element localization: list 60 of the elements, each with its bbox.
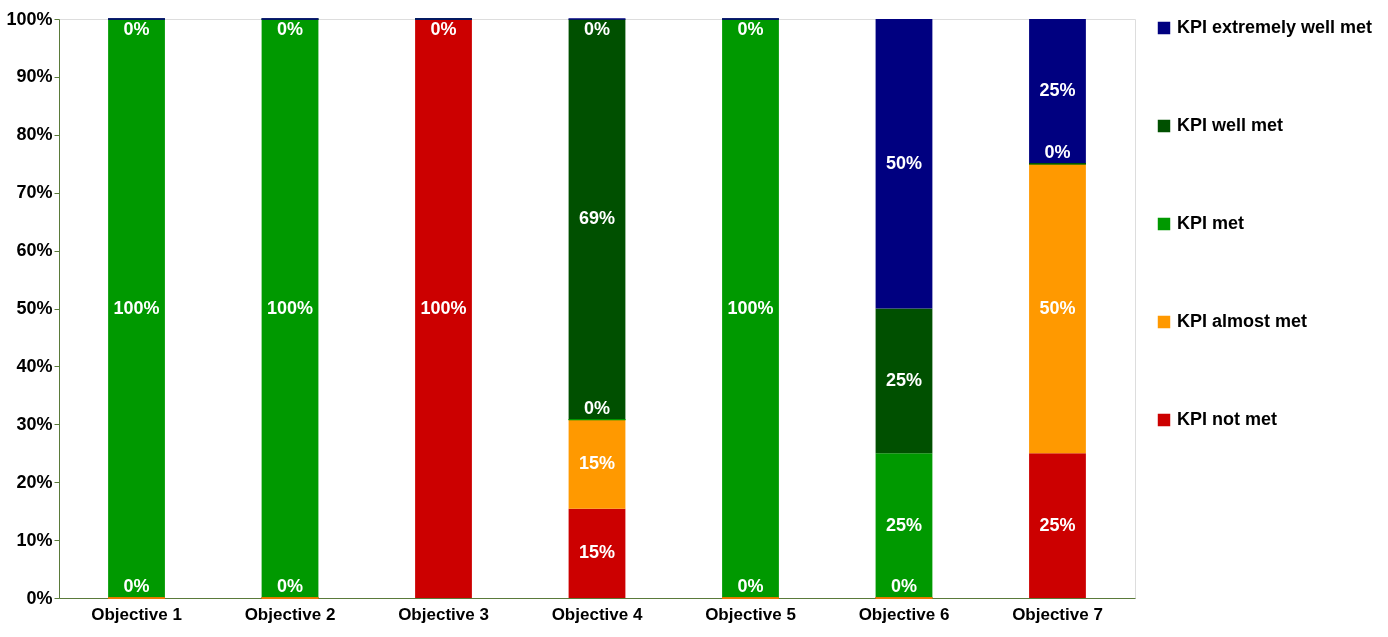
y-tick-label: 30% — [16, 413, 53, 434]
x-tick-label: Objective 1 — [91, 604, 182, 624]
data-label: 100% — [113, 297, 160, 318]
data-label: 100% — [420, 297, 467, 318]
data-label: 0% — [430, 19, 457, 39]
y-tick-label: 0% — [26, 587, 53, 608]
data-label: 50% — [1039, 297, 1076, 318]
x-tick-label: Objective 2 — [244, 604, 336, 624]
bar — [1029, 19, 1086, 164]
data-label: 25% — [885, 369, 923, 390]
y-tick-label: 10% — [16, 529, 53, 550]
legend-label: KPI almost met — [1177, 311, 1308, 331]
y-tick-label: 90% — [16, 66, 53, 87]
data-label: 15% — [578, 453, 616, 474]
bar — [1029, 163, 1086, 454]
x-tick-label: Objective 5 — [705, 604, 796, 624]
legend-label: KPI not met — [1177, 409, 1278, 429]
data-label: 25% — [885, 514, 923, 535]
data-label: 0% — [890, 576, 917, 596]
y-tick-label: 20% — [16, 471, 53, 492]
legend-label: KPI well met — [1177, 115, 1284, 135]
bar — [108, 19, 165, 598]
data-label: 100% — [266, 297, 314, 318]
legend-label: KPI met — [1177, 213, 1245, 233]
legend-label: KPI extremely well met — [1177, 17, 1373, 37]
bar — [415, 19, 472, 598]
data-label: 25% — [1039, 514, 1076, 535]
data-label: 0% — [583, 19, 611, 39]
y-tick-label: 100% — [6, 8, 53, 29]
bar — [568, 19, 626, 420]
data-label: 0% — [123, 19, 150, 39]
x-tick-label: Objective 3 — [398, 604, 489, 624]
data-label: 0% — [277, 576, 304, 596]
bar — [875, 308, 933, 454]
bar — [1029, 453, 1086, 598]
bar — [875, 19, 933, 309]
data-label: 0% — [737, 19, 764, 39]
data-label: 15% — [578, 542, 616, 563]
bar — [261, 19, 319, 598]
y-tick-label: 60% — [16, 240, 53, 261]
x-tick-label: Objective 7 — [1012, 604, 1103, 624]
y-tick-label: 40% — [16, 355, 53, 376]
y-tick-label: 70% — [16, 182, 53, 203]
data-label: 25% — [1039, 80, 1076, 101]
data-label: 69% — [578, 208, 616, 229]
data-label: 0% — [277, 19, 304, 39]
bar — [568, 419, 626, 509]
bar — [875, 453, 933, 598]
x-tick-label: Objective 6 — [858, 604, 950, 624]
data-label: 100% — [727, 297, 774, 318]
bar — [722, 19, 779, 598]
data-label: 0% — [123, 576, 150, 596]
x-tick-label: Objective 4 — [551, 604, 643, 624]
data-label: 0% — [737, 576, 764, 596]
data-label: 0% — [583, 397, 611, 418]
y-tick-label: 50% — [16, 298, 53, 318]
data-label: 50% — [885, 152, 923, 173]
bar — [568, 508, 626, 598]
y-tick-label: 80% — [16, 124, 53, 145]
data-label: 0% — [1044, 141, 1071, 162]
